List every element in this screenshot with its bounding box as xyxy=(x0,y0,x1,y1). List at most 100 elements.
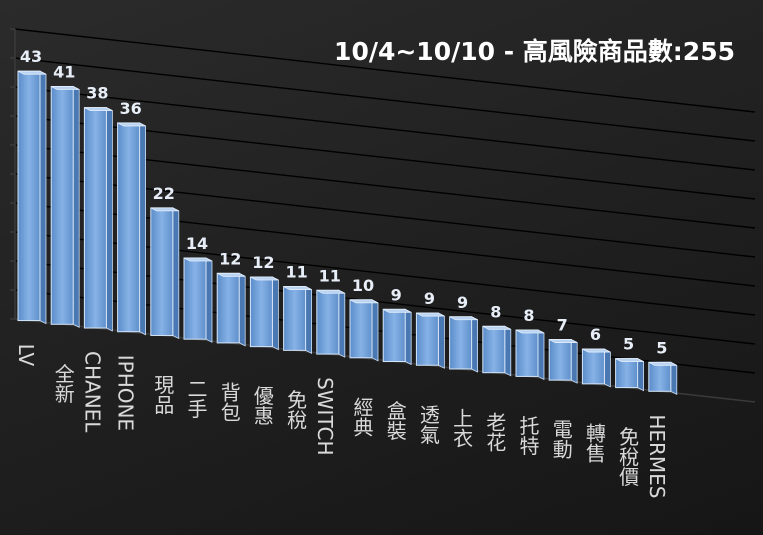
bar-side-face xyxy=(670,361,678,395)
data-label: 5 xyxy=(623,335,634,354)
bar xyxy=(382,308,412,366)
bar-front-face xyxy=(183,257,207,340)
bar-front-face xyxy=(648,361,672,392)
bar-top-face xyxy=(482,325,511,330)
bar-top-face xyxy=(383,308,412,313)
bar-top-face xyxy=(316,289,345,294)
gridline xyxy=(14,86,756,171)
category-label: 全新 xyxy=(51,363,75,403)
bar-side-face xyxy=(604,348,611,388)
bar-top-face xyxy=(150,207,179,212)
bar-front-face xyxy=(283,286,307,351)
bar-front-face xyxy=(581,348,605,385)
bar xyxy=(648,361,678,395)
data-label: 8 xyxy=(490,302,501,321)
bar-side-face xyxy=(205,257,213,343)
bar xyxy=(249,276,279,351)
bar xyxy=(449,316,479,373)
data-label: 43 xyxy=(20,47,42,66)
bar-top-face xyxy=(183,257,213,262)
data-label: 12 xyxy=(252,253,274,272)
data-label: 6 xyxy=(590,325,601,344)
bar xyxy=(117,122,147,336)
bar-front-face xyxy=(50,85,74,325)
bar-top-face xyxy=(84,107,113,112)
bar-side-face xyxy=(371,299,379,362)
bar-top-face xyxy=(416,312,445,317)
category-label: 托特 xyxy=(516,415,540,455)
category-label: 背包 xyxy=(217,382,241,422)
bar-front-face xyxy=(548,339,572,381)
bar xyxy=(83,106,113,332)
category-label: LV xyxy=(14,344,38,367)
category-label: 免稅價 xyxy=(616,426,640,486)
data-label: 12 xyxy=(219,249,241,268)
bar xyxy=(283,285,313,355)
data-label: 8 xyxy=(523,306,534,325)
bar-front-face xyxy=(415,312,439,366)
category-label: 盒裝 xyxy=(383,400,407,440)
category-label: CHANEL xyxy=(80,351,104,433)
bar xyxy=(515,329,545,381)
bar-front-face xyxy=(382,308,406,363)
bar-front-face xyxy=(482,325,506,374)
bar xyxy=(150,207,180,340)
bar-top-face xyxy=(515,329,545,334)
bar-top-face xyxy=(648,361,677,366)
bar-front-face xyxy=(117,122,141,333)
bar-side-face xyxy=(72,85,80,328)
bar-front-face xyxy=(515,329,539,377)
bar xyxy=(615,357,644,392)
bar-side-face xyxy=(637,357,644,392)
data-label: 10 xyxy=(352,276,374,295)
category-label: 電動 xyxy=(549,419,573,459)
bar-side-face xyxy=(338,289,346,358)
bar-side-face xyxy=(271,276,279,351)
bar-side-face xyxy=(39,70,47,325)
bar-front-face xyxy=(316,289,340,355)
category-label: 老花 xyxy=(483,411,507,451)
bar-top-face xyxy=(349,299,379,304)
bar-top-face xyxy=(17,70,47,75)
bar-top-face xyxy=(449,316,478,321)
category-label: 二手 xyxy=(184,378,208,418)
bar-top-face xyxy=(250,276,279,281)
data-label: 7 xyxy=(557,316,568,335)
bar-top-face xyxy=(549,339,578,343)
bar-side-face xyxy=(305,285,313,355)
bar-top-face xyxy=(51,86,80,90)
data-label: 9 xyxy=(457,293,468,312)
data-label: 36 xyxy=(119,99,141,118)
category-label: 經典 xyxy=(350,396,374,436)
category-label: SWITCH xyxy=(313,377,337,455)
bar xyxy=(183,257,213,343)
gridline xyxy=(14,57,756,142)
bar-side-face xyxy=(570,338,578,384)
bar-front-face xyxy=(17,70,41,322)
gridline xyxy=(14,28,756,113)
bar-front-face xyxy=(83,107,107,329)
bar-front-face xyxy=(150,207,174,336)
bars xyxy=(17,70,678,395)
bar xyxy=(415,312,445,369)
category-label: 轉售 xyxy=(582,422,606,462)
bar-top-face xyxy=(582,348,611,353)
bar xyxy=(17,70,47,325)
data-label: 9 xyxy=(391,285,402,304)
bar xyxy=(50,85,80,328)
bar xyxy=(216,272,246,347)
bar-side-face xyxy=(172,207,180,340)
bar xyxy=(581,348,611,388)
bar-front-face xyxy=(216,272,240,344)
value-labels: 43 41 38 36 22 14 12 12 11 11 10 9 9 9 8 8 7 6 5 5 xyxy=(20,47,668,357)
data-label: 41 xyxy=(53,62,75,81)
data-label: 11 xyxy=(285,263,307,282)
category-label: 現品 xyxy=(151,374,175,414)
category-labels: LV 全新 CHANEL IPHONE 現品 二手 背包 優惠 免稅 SWITCH 經典 盒裝 透氣 上衣… xyxy=(14,344,669,499)
bar-front-face xyxy=(249,276,273,348)
bar-side-face xyxy=(504,325,512,377)
bar-side-face xyxy=(404,308,412,366)
bar-side-face xyxy=(471,316,479,373)
